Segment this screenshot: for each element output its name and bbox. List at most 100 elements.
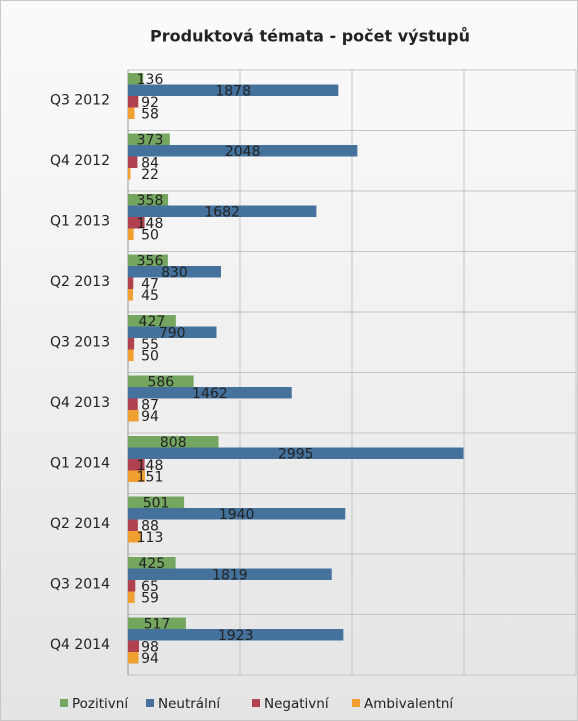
legend-label: Pozitivní (72, 696, 129, 712)
data-label: 2048 (225, 144, 261, 160)
y-tick-label: Q3 2012 (50, 92, 110, 108)
bar (128, 326, 217, 338)
y-tick-label: Q1 2014 (50, 455, 110, 471)
bar (128, 205, 317, 217)
bar (128, 73, 144, 85)
bar (128, 459, 145, 471)
data-label: 50 (141, 227, 159, 243)
data-label: 45 (141, 288, 159, 304)
bar (128, 652, 139, 664)
bar (128, 470, 145, 482)
bar (128, 228, 134, 240)
legend-swatch (146, 699, 154, 707)
data-label: 830 (161, 265, 188, 281)
bar (128, 447, 464, 459)
bar (128, 410, 139, 422)
data-label: 87 (141, 397, 159, 413)
data-label: 58 (141, 106, 159, 122)
data-label: 373 (137, 132, 164, 148)
y-tick-label: Q2 2014 (50, 516, 110, 532)
data-label: 358 (137, 193, 164, 209)
bar (128, 315, 176, 327)
bar (128, 617, 186, 629)
data-label: 65 (141, 579, 159, 595)
legend-label: Negativní (264, 696, 330, 712)
legend-label: Ambivalentní (364, 696, 454, 712)
legend-label: Neutrální (158, 696, 221, 712)
data-label: 427 (139, 314, 166, 330)
y-tick-label: Q3 2014 (50, 576, 110, 592)
bar (128, 387, 292, 399)
data-label: 55 (141, 337, 159, 353)
data-label: 84 (141, 155, 159, 171)
data-label: 59 (141, 590, 159, 606)
bar (128, 107, 135, 119)
bar (128, 168, 131, 180)
bar (128, 266, 221, 278)
legend-swatch (252, 699, 260, 707)
bar (128, 338, 135, 350)
data-label: 136 (137, 72, 164, 88)
data-label: 1923 (218, 628, 254, 644)
data-label: 1462 (192, 386, 228, 402)
bar (128, 277, 134, 289)
data-label: 148 (137, 458, 164, 474)
data-label: 356 (137, 253, 164, 269)
legend-swatch (60, 699, 68, 707)
data-label: 790 (159, 325, 186, 341)
y-tick-label: Q3 2013 (50, 334, 110, 350)
data-label: 1819 (212, 567, 248, 583)
data-label: 94 (141, 651, 159, 667)
bar (128, 289, 134, 301)
data-label: 1940 (219, 507, 255, 523)
data-label: 517 (144, 616, 171, 632)
bar (128, 580, 136, 592)
data-label: 94 (141, 409, 159, 425)
data-label: 50 (141, 348, 159, 364)
data-label: 47 (141, 276, 159, 292)
y-tick-label: Q4 2012 (50, 153, 110, 169)
y-tick-label: Q2 2013 (50, 274, 110, 290)
data-label: 98 (141, 639, 159, 655)
bar (128, 591, 135, 603)
data-label: 425 (138, 556, 165, 572)
bar (128, 629, 344, 641)
data-label: 2995 (278, 446, 314, 462)
data-label: 151 (137, 469, 164, 485)
chart-title: Produktová témata - počet výstupů (150, 27, 470, 46)
bar (128, 436, 219, 448)
bar (128, 194, 169, 206)
bar (128, 519, 138, 531)
y-tick-label: Q4 2014 (50, 637, 110, 653)
bar (128, 531, 141, 543)
bar (128, 254, 168, 266)
bar (128, 568, 332, 580)
data-label: 1878 (215, 83, 251, 99)
bar (128, 96, 139, 108)
bar (128, 133, 170, 145)
bar (128, 145, 358, 157)
data-label: 113 (137, 530, 164, 546)
data-label: 501 (143, 495, 170, 511)
bar (128, 156, 138, 168)
bar (128, 349, 134, 361)
data-label: 808 (160, 435, 187, 451)
data-label: 22 (141, 167, 159, 183)
data-label: 148 (137, 216, 164, 232)
bar (128, 640, 139, 652)
bar (128, 398, 138, 410)
bar (128, 557, 176, 569)
data-label: 88 (141, 518, 159, 534)
data-label: 586 (147, 374, 174, 390)
data-label: 92 (141, 95, 159, 111)
bar (128, 496, 185, 508)
bar (128, 508, 346, 520)
bar (128, 375, 194, 387)
y-tick-label: Q1 2013 (50, 213, 110, 229)
y-tick-label: Q4 2013 (50, 395, 110, 411)
bar (128, 84, 339, 96)
data-label: 1682 (204, 204, 240, 220)
bar (128, 217, 145, 229)
